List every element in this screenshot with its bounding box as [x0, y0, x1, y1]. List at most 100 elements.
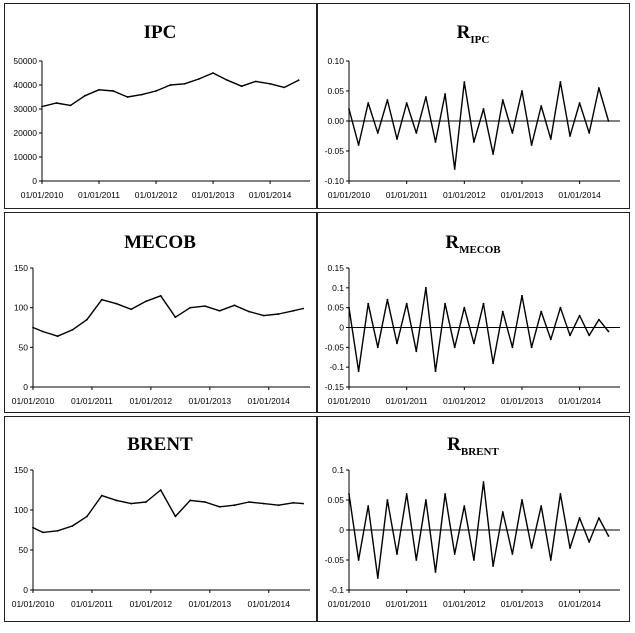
panel-title-subscript: MECOB [459, 244, 501, 256]
y-tick-label: 30000 [13, 104, 37, 114]
data-point [530, 144, 533, 146]
x-tick-label: 01/01/2013 [189, 599, 232, 609]
data-point [145, 501, 147, 503]
panel-title: RBRENT [447, 434, 499, 458]
data-point [453, 168, 456, 170]
data-point [204, 305, 206, 307]
x-tick-label: 01/01/2012 [130, 599, 173, 609]
data-point [540, 310, 543, 313]
data-point [559, 81, 562, 83]
data-point [405, 302, 408, 305]
data-point [482, 302, 485, 305]
data-point [578, 314, 581, 317]
data-point [511, 132, 514, 134]
panel-title: IPC [144, 22, 177, 43]
y-tick-label: 0 [339, 525, 344, 535]
data-point [578, 102, 581, 104]
data-point [559, 306, 562, 309]
data-point [386, 298, 389, 301]
y-tick-label: 0.05 [327, 495, 344, 505]
y-tick-label: 50 [19, 342, 29, 352]
data-point [473, 559, 475, 561]
panel-5: BRENT 0 50 100 150 01/01/2010 01/01/2011 01/01/… [4, 416, 317, 622]
data-point [482, 108, 485, 110]
data-point [292, 309, 295, 312]
data-point [540, 105, 543, 107]
data-point [588, 541, 591, 543]
data-point [405, 102, 408, 104]
data-point [540, 505, 543, 507]
data-point [511, 346, 514, 349]
y-tick-label: 40000 [13, 80, 37, 90]
y-tick-label: -0.05 [325, 555, 345, 565]
data-point [530, 547, 533, 549]
y-tick-label: 0.10 [327, 56, 344, 66]
data-point [100, 494, 103, 497]
data-point [183, 82, 186, 85]
data-point [283, 86, 286, 89]
panel-1: IPC 0 10000 20000 30000 40000 50000 01/01/2010 0… [4, 3, 317, 209]
data-point [367, 302, 370, 305]
data-point [262, 502, 265, 505]
data-point [549, 559, 552, 561]
panel-title: MECOB [124, 232, 196, 253]
data-point [473, 342, 475, 345]
y-tick-label: 20000 [13, 128, 37, 138]
data-point [248, 310, 251, 313]
y-tick-label: -0.05 [325, 146, 345, 156]
data-point [444, 302, 446, 305]
data-point [569, 334, 571, 337]
y-tick-label: 150 [14, 465, 28, 475]
y-tick-label: 0 [23, 382, 28, 392]
data-point [277, 504, 280, 507]
data-point [492, 153, 494, 155]
data-point [578, 517, 581, 519]
data-point [130, 502, 133, 505]
data-point [425, 96, 427, 98]
data-point [607, 330, 610, 333]
panel-title-main: R [445, 232, 459, 253]
data-point [130, 308, 133, 311]
data-point [56, 529, 59, 532]
y-tick-label: 100 [14, 505, 28, 515]
data-point [100, 298, 103, 301]
panel-title: RIPC [457, 22, 490, 46]
data-point [174, 316, 177, 319]
data-point [376, 346, 379, 349]
data-point [233, 504, 236, 507]
data-point [376, 132, 379, 134]
panel-title: BRENT [127, 434, 193, 455]
y-tick-label: -0.05 [325, 342, 345, 352]
y-tick-label: 100 [14, 303, 28, 313]
data-point [598, 517, 600, 519]
data-point [511, 553, 514, 555]
y-tick-label: 10000 [13, 152, 37, 162]
x-tick-label: 01/01/2013 [192, 190, 235, 200]
data-point [482, 481, 485, 483]
data-point [126, 96, 129, 98]
data-point [463, 81, 466, 83]
x-tick-label: 01/01/2010 [12, 599, 55, 609]
x-tick-label: 01/01/2011 [71, 396, 113, 406]
data-point [155, 90, 157, 92]
data-point [262, 314, 265, 317]
data-point [145, 300, 147, 303]
y-tick-label: 0 [23, 585, 28, 595]
data-point [98, 88, 100, 91]
data-point [492, 362, 494, 365]
panel-title-main: MECOB [124, 232, 196, 253]
data-point [396, 553, 398, 555]
data-point [607, 535, 610, 537]
data-point [357, 144, 360, 146]
x-tick-label: 01/01/2013 [501, 190, 544, 200]
x-tick-label: 01/01/2011 [78, 190, 120, 200]
panel-3: MECOB 0 50 100 150 01/01/2010 01/01/2011 01/01/… [4, 212, 317, 413]
data-point [415, 132, 418, 134]
data-point [386, 499, 389, 501]
data-point [348, 108, 350, 110]
x-tick-label: 01/01/2011 [386, 599, 428, 609]
data-point [453, 346, 456, 349]
data-point [71, 329, 74, 331]
data-point [348, 493, 350, 495]
panel-border [317, 212, 630, 413]
